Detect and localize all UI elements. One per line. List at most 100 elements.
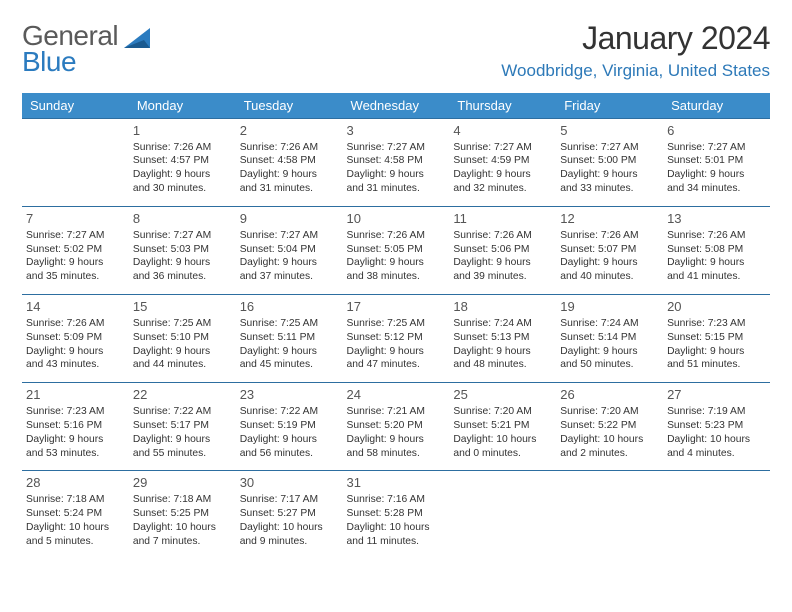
sunset-line: Sunset: 5:24 PM: [26, 507, 125, 521]
calendar-day-cell: 16Sunrise: 7:25 AMSunset: 5:11 PMDayligh…: [236, 295, 343, 383]
sunset-line: Sunset: 5:05 PM: [347, 243, 446, 257]
day-number: 29: [133, 474, 232, 492]
sunrise-line: Sunrise: 7:20 AM: [560, 405, 659, 419]
day-number: 22: [133, 386, 232, 404]
calendar-day-cell: 3Sunrise: 7:27 AMSunset: 4:58 PMDaylight…: [343, 119, 450, 207]
calendar-day-cell: 12Sunrise: 7:26 AMSunset: 5:07 PMDayligh…: [556, 207, 663, 295]
sunset-line: Sunset: 5:17 PM: [133, 419, 232, 433]
daylight-line: and 43 minutes.: [26, 358, 125, 372]
daylight-line: Daylight: 9 hours: [133, 433, 232, 447]
daylight-line: and 9 minutes.: [240, 535, 339, 549]
sunrise-line: Sunrise: 7:25 AM: [347, 317, 446, 331]
calendar-day-cell: [663, 471, 770, 559]
logo-triangle-icon: [124, 26, 154, 50]
day-number: 27: [667, 386, 766, 404]
title-block: January 2024 Woodbridge, Virginia, Unite…: [501, 20, 770, 81]
daylight-line: and 40 minutes.: [560, 270, 659, 284]
daylight-line: and 5 minutes.: [26, 535, 125, 549]
calendar-day-cell: [22, 119, 129, 207]
daylight-line: Daylight: 9 hours: [560, 345, 659, 359]
daylight-line: and 31 minutes.: [347, 182, 446, 196]
day-number: 2: [240, 122, 339, 140]
day-number: 3: [347, 122, 446, 140]
sunset-line: Sunset: 5:23 PM: [667, 419, 766, 433]
daylight-line: Daylight: 9 hours: [133, 345, 232, 359]
sunrise-line: Sunrise: 7:27 AM: [240, 229, 339, 243]
calendar-day-cell: 20Sunrise: 7:23 AMSunset: 5:15 PMDayligh…: [663, 295, 770, 383]
logo: General Blue: [22, 20, 154, 78]
sunrise-line: Sunrise: 7:27 AM: [667, 141, 766, 155]
calendar-header-row: Sunday Monday Tuesday Wednesday Thursday…: [22, 93, 770, 119]
sunset-line: Sunset: 5:13 PM: [453, 331, 552, 345]
sunrise-line: Sunrise: 7:26 AM: [560, 229, 659, 243]
sunrise-line: Sunrise: 7:27 AM: [26, 229, 125, 243]
daylight-line: Daylight: 9 hours: [240, 433, 339, 447]
sunset-line: Sunset: 5:09 PM: [26, 331, 125, 345]
daylight-line: Daylight: 9 hours: [26, 256, 125, 270]
sunset-line: Sunset: 5:04 PM: [240, 243, 339, 257]
day-header: Saturday: [663, 93, 770, 119]
daylight-line: Daylight: 9 hours: [667, 168, 766, 182]
sunset-line: Sunset: 5:25 PM: [133, 507, 232, 521]
sunset-line: Sunset: 5:28 PM: [347, 507, 446, 521]
day-number: 30: [240, 474, 339, 492]
daylight-line: Daylight: 9 hours: [560, 256, 659, 270]
daylight-line: Daylight: 9 hours: [347, 345, 446, 359]
daylight-line: Daylight: 9 hours: [26, 345, 125, 359]
calendar-body: 1Sunrise: 7:26 AMSunset: 4:57 PMDaylight…: [22, 119, 770, 559]
daylight-line: Daylight: 9 hours: [453, 256, 552, 270]
daylight-line: Daylight: 10 hours: [26, 521, 125, 535]
sunset-line: Sunset: 5:06 PM: [453, 243, 552, 257]
calendar-day-cell: 22Sunrise: 7:22 AMSunset: 5:17 PMDayligh…: [129, 383, 236, 471]
daylight-line: Daylight: 10 hours: [133, 521, 232, 535]
sunrise-line: Sunrise: 7:26 AM: [26, 317, 125, 331]
day-number: 18: [453, 298, 552, 316]
calendar-day-cell: 1Sunrise: 7:26 AMSunset: 4:57 PMDaylight…: [129, 119, 236, 207]
day-number: 10: [347, 210, 446, 228]
sunset-line: Sunset: 5:19 PM: [240, 419, 339, 433]
sunset-line: Sunset: 4:59 PM: [453, 154, 552, 168]
day-number: 8: [133, 210, 232, 228]
day-number: 24: [347, 386, 446, 404]
calendar-week-row: 21Sunrise: 7:23 AMSunset: 5:16 PMDayligh…: [22, 383, 770, 471]
sunset-line: Sunset: 5:22 PM: [560, 419, 659, 433]
day-number: 9: [240, 210, 339, 228]
daylight-line: and 30 minutes.: [133, 182, 232, 196]
daylight-line: Daylight: 9 hours: [26, 433, 125, 447]
page-header: General Blue January 2024 Woodbridge, Vi…: [22, 20, 770, 81]
daylight-line: and 33 minutes.: [560, 182, 659, 196]
calendar-day-cell: 13Sunrise: 7:26 AMSunset: 5:08 PMDayligh…: [663, 207, 770, 295]
daylight-line: and 4 minutes.: [667, 447, 766, 461]
daylight-line: Daylight: 9 hours: [240, 256, 339, 270]
sunset-line: Sunset: 5:08 PM: [667, 243, 766, 257]
daylight-line: Daylight: 9 hours: [133, 168, 232, 182]
daylight-line: and 44 minutes.: [133, 358, 232, 372]
daylight-line: Daylight: 9 hours: [453, 345, 552, 359]
calendar-day-cell: 28Sunrise: 7:18 AMSunset: 5:24 PMDayligh…: [22, 471, 129, 559]
sunrise-line: Sunrise: 7:27 AM: [347, 141, 446, 155]
daylight-line: and 2 minutes.: [560, 447, 659, 461]
sunset-line: Sunset: 4:57 PM: [133, 154, 232, 168]
daylight-line: Daylight: 9 hours: [133, 256, 232, 270]
sunrise-line: Sunrise: 7:22 AM: [240, 405, 339, 419]
calendar-day-cell: 25Sunrise: 7:20 AMSunset: 5:21 PMDayligh…: [449, 383, 556, 471]
calendar-day-cell: 29Sunrise: 7:18 AMSunset: 5:25 PMDayligh…: [129, 471, 236, 559]
sunrise-line: Sunrise: 7:23 AM: [26, 405, 125, 419]
daylight-line: and 51 minutes.: [667, 358, 766, 372]
month-year: January 2024: [501, 20, 770, 57]
sunset-line: Sunset: 5:10 PM: [133, 331, 232, 345]
calendar-day-cell: 10Sunrise: 7:26 AMSunset: 5:05 PMDayligh…: [343, 207, 450, 295]
calendar-day-cell: 14Sunrise: 7:26 AMSunset: 5:09 PMDayligh…: [22, 295, 129, 383]
sunrise-line: Sunrise: 7:26 AM: [667, 229, 766, 243]
calendar-day-cell: 24Sunrise: 7:21 AMSunset: 5:20 PMDayligh…: [343, 383, 450, 471]
daylight-line: Daylight: 9 hours: [347, 256, 446, 270]
day-number: 28: [26, 474, 125, 492]
sunrise-line: Sunrise: 7:25 AM: [133, 317, 232, 331]
daylight-line: and 38 minutes.: [347, 270, 446, 284]
calendar-day-cell: 30Sunrise: 7:17 AMSunset: 5:27 PMDayligh…: [236, 471, 343, 559]
daylight-line: and 41 minutes.: [667, 270, 766, 284]
sunset-line: Sunset: 5:00 PM: [560, 154, 659, 168]
day-number: 19: [560, 298, 659, 316]
day-header: Wednesday: [343, 93, 450, 119]
daylight-line: Daylight: 10 hours: [240, 521, 339, 535]
